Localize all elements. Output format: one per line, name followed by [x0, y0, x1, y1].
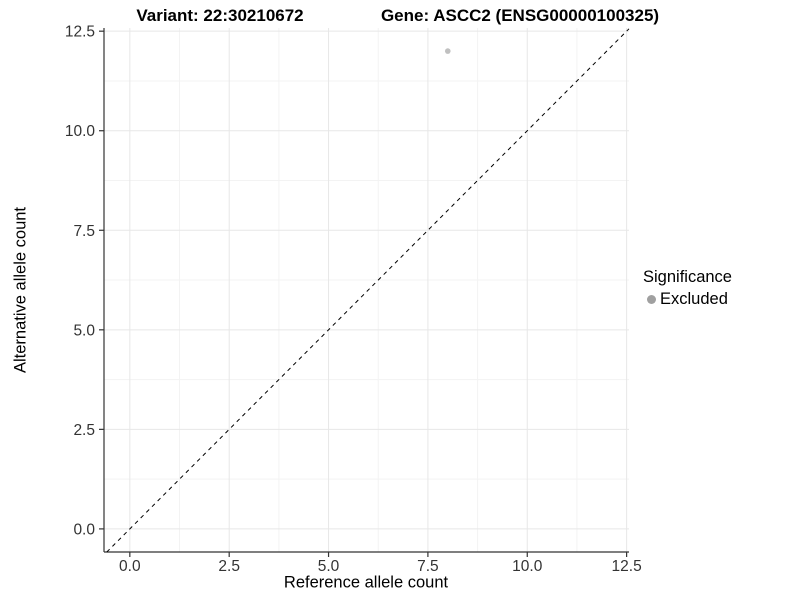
y-tick-label: 5.0: [73, 322, 95, 339]
x-axis-title: Reference allele count: [283, 573, 449, 592]
y-tick-label: 7.5: [73, 223, 95, 240]
x-tick-label: 12.5: [612, 558, 642, 575]
y-tick-label: 0.0: [73, 521, 95, 538]
plot-title-gene: Gene: ASCC2 (ENSG00000100325): [380, 6, 660, 25]
y-axis-title: Alternative allele count: [11, 206, 30, 374]
data-point: [444, 48, 451, 54]
x-tick-label: 2.5: [218, 558, 240, 575]
legend-item-label: Excluded: [660, 290, 728, 308]
x-tick-label: 5.0: [318, 558, 340, 575]
legend-item-excluded: Excluded: [643, 289, 732, 310]
y-tick-label: 10.0: [65, 123, 96, 140]
legend-point-icon: [647, 295, 656, 304]
plot-title-variant: Variant: 22:30210672: [136, 6, 304, 25]
x-tick-label: 0.0: [119, 558, 141, 575]
legend: Significance Excluded: [643, 267, 732, 310]
x-tick-label: 7.5: [417, 558, 439, 575]
y-tick-label: 2.5: [73, 422, 95, 439]
legend-title: Significance: [643, 268, 732, 286]
y-tick-label: 12.5: [65, 24, 95, 41]
x-tick-label: 10.0: [512, 558, 543, 575]
